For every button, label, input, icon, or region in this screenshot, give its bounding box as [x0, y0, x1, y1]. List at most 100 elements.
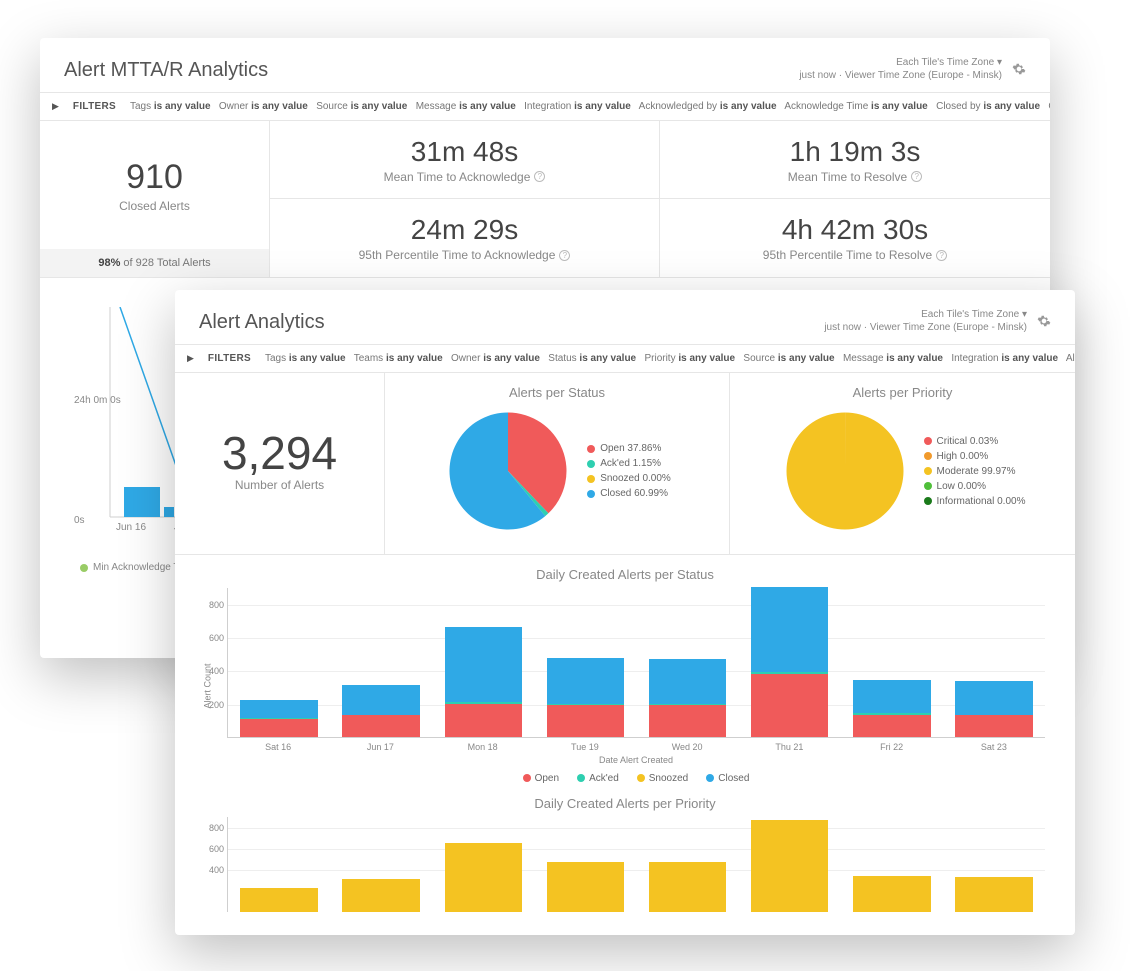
- pie-status-panel: Alerts per Status Open 37.86% Ack'ed 1.15…: [385, 373, 730, 554]
- xtick-label: Tue 19: [534, 742, 636, 752]
- filter-teams[interactable]: Teams is any value: [354, 353, 443, 364]
- legend-item: High 0.00%: [924, 451, 1026, 462]
- bar-group: [841, 876, 943, 912]
- legend-item: Snoozed: [637, 773, 688, 784]
- filter-tags[interactable]: Tags is any value: [130, 101, 211, 112]
- tz-label[interactable]: Viewer Time Zone (Europe - Minsk): [870, 322, 1027, 333]
- xtick-label: Wed 20: [636, 742, 738, 752]
- xtick-label: Sat 16: [227, 742, 329, 752]
- legend-item: Open: [523, 773, 559, 784]
- legend-item: Informational 0.00%: [924, 496, 1026, 507]
- pie-priority-legend: Critical 0.03%High 0.00%Moderate 99.97%L…: [924, 436, 1026, 507]
- x-axis: Sat 16Jun 17Mon 18Tue 19Wed 20Thu 21Fri …: [227, 742, 1045, 752]
- legend-item: Ack'ed: [577, 773, 619, 784]
- xtick-label: Thu 21: [738, 742, 840, 752]
- chart-title: Daily Created Alerts per Priority: [175, 784, 1075, 817]
- legend-item: Moderate 99.97%: [924, 466, 1026, 477]
- kpi-value: 3,294: [222, 430, 337, 476]
- tz-label[interactable]: Viewer Time Zone (Europe - Minsk): [845, 70, 1002, 81]
- filters-label: FILTERS: [208, 353, 251, 364]
- pie-status-chart: [443, 406, 573, 536]
- header-meta: Each Tile's Time Zone ▾ just now · Viewe…: [799, 56, 1026, 82]
- bar-group: [943, 681, 1045, 737]
- info-icon[interactable]: ?: [559, 250, 570, 261]
- kpi-p95-ack: 24m 29s 95th Percentile Time to Acknowle…: [270, 199, 660, 277]
- filter-acknowledged by[interactable]: Acknowledged by is any value: [639, 101, 777, 112]
- info-icon[interactable]: ?: [534, 171, 545, 182]
- bar-group: [534, 862, 636, 912]
- info-icon[interactable]: ?: [936, 250, 947, 261]
- tz-top[interactable]: Each Tile's Time Zone ▾: [921, 308, 1027, 321]
- chart-title: Alerts per Priority: [740, 385, 1065, 400]
- filter-status[interactable]: Status is any value: [548, 353, 636, 364]
- bar-group: [637, 862, 739, 912]
- kpi-mtta: 31m 48s Mean Time to Acknowledge?: [270, 121, 660, 199]
- header: Alert Analytics Each Tile's Time Zone ▾ …: [175, 290, 1075, 344]
- filter-integration[interactable]: Integration is any value: [951, 353, 1058, 364]
- kpi-value: 910: [126, 158, 183, 197]
- xtick-label: Jun 17: [329, 742, 431, 752]
- tz-top[interactable]: Each Tile's Time Zone ▾: [896, 56, 1002, 69]
- gear-icon[interactable]: [1012, 62, 1026, 76]
- filter-message[interactable]: Message is any value: [843, 353, 943, 364]
- filters-bar: ▶ FILTERS Tags is any value Owner is any…: [40, 93, 1050, 121]
- kpi-closed-alerts: 910 Closed Alerts 98% of 928 Total Alert…: [40, 121, 270, 277]
- filter-closed by[interactable]: Closed by is any value: [936, 101, 1040, 112]
- legend-item: Ack'ed 1.15%: [587, 458, 671, 469]
- filter-source[interactable]: Source is any value: [743, 353, 834, 364]
- ytick-label: 24h 0m 0s: [74, 395, 121, 406]
- header-meta: Each Tile's Time Zone ▾ just now · Viewe…: [824, 308, 1051, 334]
- legend-item: Open 37.86%: [587, 443, 671, 454]
- bar-group: [841, 680, 943, 737]
- filter-priority[interactable]: Priority is any value: [644, 353, 735, 364]
- filter-owner[interactable]: Owner is any value: [219, 101, 308, 112]
- bar-group: [228, 888, 330, 912]
- chart-title: Daily Created Alerts per Status: [175, 555, 1075, 588]
- ytick-label: 0s: [74, 515, 85, 526]
- filters-arrow-icon[interactable]: ▶: [52, 101, 59, 112]
- filters-arrow-icon[interactable]: ▶: [187, 353, 194, 364]
- bar-group: [943, 877, 1045, 912]
- legend-item: Snoozed 0.00%: [587, 473, 671, 484]
- filter-message[interactable]: Message is any value: [416, 101, 516, 112]
- kpi-p95-resolve: 4h 42m 30s 95th Percentile Time to Resol…: [660, 199, 1050, 277]
- filter-source[interactable]: Source is any value: [316, 101, 407, 112]
- chart-title: Alerts per Status: [395, 385, 719, 400]
- pie-status-legend: Open 37.86%Ack'ed 1.15%Snoozed 0.00%Clos…: [587, 443, 671, 499]
- legend-item: Critical 0.03%: [924, 436, 1026, 447]
- xtick-label: Mon 18: [432, 742, 534, 752]
- filter-acknowledge time[interactable]: Acknowledge Time is any value: [784, 101, 927, 112]
- bar-group: [637, 659, 739, 738]
- xtick-label: Fri 22: [841, 742, 943, 752]
- filter-owner[interactable]: Owner is any value: [451, 353, 540, 364]
- kpi-mttr: 1h 19m 3s Mean Time to Resolve?: [660, 121, 1050, 199]
- kpi-number-of-alerts: 3,294 Number of Alerts: [175, 373, 385, 554]
- header: Alert MTTA/R Analytics Each Tile's Time …: [40, 38, 1050, 93]
- filters-label: FILTERS: [73, 101, 116, 112]
- daily-status-chart: Alert Count 200400600800 Sat 16Jun 17Mon…: [175, 588, 1075, 784]
- daily-priority-chart: 400600800: [175, 817, 1075, 912]
- bar-group: [228, 700, 330, 737]
- refreshed-label: just now: [799, 70, 836, 81]
- filter-integration[interactable]: Integration is any value: [524, 101, 631, 112]
- filters-bar: ▶ FILTERS Tags is any value Teams is any…: [175, 344, 1075, 373]
- legend-item: Closed: [706, 773, 749, 784]
- bar-group: [739, 587, 841, 737]
- alert-analytics-card: Alert Analytics Each Tile's Time Zone ▾ …: [175, 290, 1075, 935]
- bar-group: [534, 658, 636, 737]
- summary-row: 3,294 Number of Alerts Alerts per Status…: [175, 373, 1075, 555]
- filter-close time[interactable]: Close Time: [1048, 101, 1050, 112]
- bar-group: [432, 843, 534, 912]
- kpi-footer: 98% of 928 Total Alerts: [40, 249, 269, 277]
- filter-tags[interactable]: Tags is any value: [265, 353, 346, 364]
- pie-priority-panel: Alerts per Priority Critical 0.03% High 0…: [730, 373, 1075, 554]
- pie-priority-chart: [780, 406, 910, 536]
- gear-icon[interactable]: [1037, 314, 1051, 328]
- bar-group: [739, 820, 841, 912]
- kpi-label: Number of Alerts: [235, 478, 324, 492]
- chart-legend: Open Ack'ed Snoozed Closed: [227, 773, 1045, 784]
- kpi-label: Closed Alerts: [119, 199, 190, 213]
- filter-alert details key[interactable]: Alert Details Key is any value: [1066, 353, 1075, 364]
- info-icon[interactable]: ?: [911, 171, 922, 182]
- refreshed-label: just now: [824, 322, 861, 333]
